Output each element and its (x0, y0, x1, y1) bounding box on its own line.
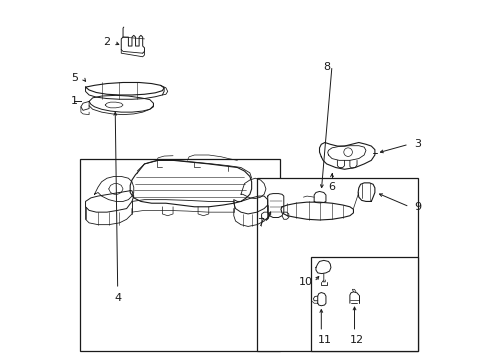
Bar (80, 158, 280, 351)
Text: 3: 3 (413, 139, 420, 149)
Bar (310, 257, 417, 351)
Text: 7: 7 (257, 218, 264, 228)
Circle shape (343, 148, 352, 157)
Text: 11: 11 (317, 336, 331, 345)
Text: 4: 4 (114, 293, 121, 302)
Text: 8: 8 (323, 63, 329, 72)
Text: 1: 1 (71, 96, 78, 107)
Text: 12: 12 (349, 336, 364, 345)
Text: 9: 9 (413, 202, 421, 212)
Text: 2: 2 (103, 37, 110, 48)
Bar (257, 178, 417, 351)
Text: 5: 5 (71, 73, 78, 83)
Text: 6: 6 (328, 182, 335, 192)
Text: 10: 10 (298, 277, 312, 287)
